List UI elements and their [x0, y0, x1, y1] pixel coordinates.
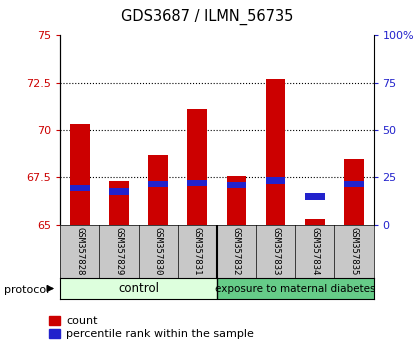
Text: GSM357833: GSM357833 [271, 227, 280, 276]
Bar [305, 219, 325, 225]
Text: GSM357834: GSM357834 [310, 227, 319, 276]
Bar [70, 124, 90, 225]
Bar [305, 193, 325, 200]
Text: GSM357835: GSM357835 [349, 227, 359, 276]
Bar [109, 181, 129, 225]
Bar [266, 177, 286, 184]
Text: GDS3687 / ILMN_56735: GDS3687 / ILMN_56735 [121, 9, 294, 25]
Bar [344, 181, 364, 187]
Legend: count, percentile rank within the sample: count, percentile rank within the sample [47, 314, 256, 342]
Bar [109, 188, 129, 195]
Bar [148, 155, 168, 225]
Text: protocol: protocol [4, 285, 49, 295]
Bar [266, 79, 286, 225]
Text: GSM357829: GSM357829 [115, 227, 123, 276]
Bar [70, 184, 90, 191]
Bar [344, 159, 364, 225]
Bar [188, 180, 207, 187]
Text: GSM357831: GSM357831 [193, 227, 202, 276]
Bar [148, 181, 168, 187]
Text: GSM357828: GSM357828 [75, 227, 84, 276]
Bar [227, 182, 246, 188]
Text: exposure to maternal diabetes: exposure to maternal diabetes [215, 284, 376, 293]
Bar [217, 278, 374, 299]
Bar [227, 176, 246, 225]
Bar [60, 278, 217, 299]
Text: GSM357830: GSM357830 [154, 227, 163, 276]
Bar [188, 109, 207, 225]
Text: GSM357832: GSM357832 [232, 227, 241, 276]
Text: control: control [118, 282, 159, 295]
